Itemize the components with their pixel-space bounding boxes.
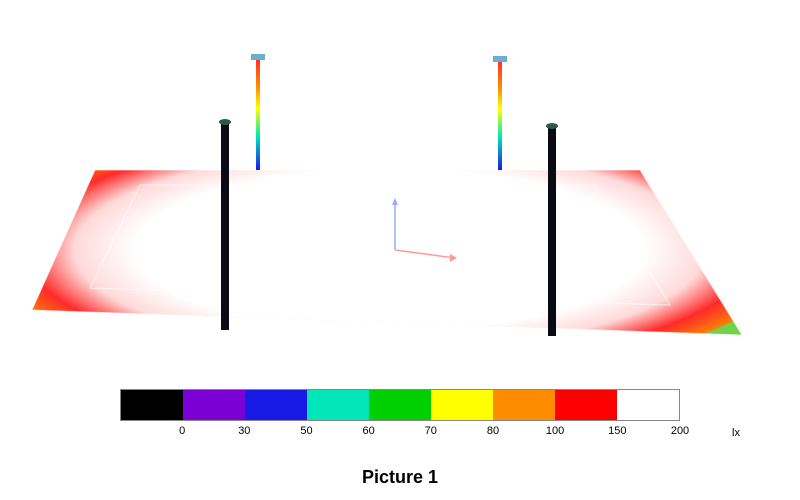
legend-tick-label: 60 [363,425,375,437]
legend-swatch [555,390,617,420]
legend-bar [120,389,680,421]
light-pole-back-right [493,56,507,170]
legend-tick-label: 80 [487,425,499,437]
legend-swatch [493,390,555,420]
color-legend: lx 03050607080100150200 [120,389,680,445]
legend-swatch [245,390,307,420]
legend-unit: lx [732,427,740,439]
legend-tick-label: 30 [238,425,250,437]
legend-tick-label: 50 [300,425,312,437]
legend-tick-label: 70 [425,425,437,437]
legend-tick-label: 200 [671,425,689,437]
legend-ticks: lx 03050607080100150200 [120,425,680,445]
legend-swatch [431,390,493,420]
legend-swatch [307,390,369,420]
legend-tick-label: 150 [608,425,626,437]
legend-tick-label: 0 [179,425,185,437]
legend-swatch [617,390,679,420]
light-pole-back-left [251,54,265,170]
legend-swatch [183,390,245,420]
legend-swatch [369,390,431,420]
legend-swatch [121,390,183,420]
legend-tick-label: 100 [546,425,564,437]
figure-caption: Picture 1 [0,467,800,488]
